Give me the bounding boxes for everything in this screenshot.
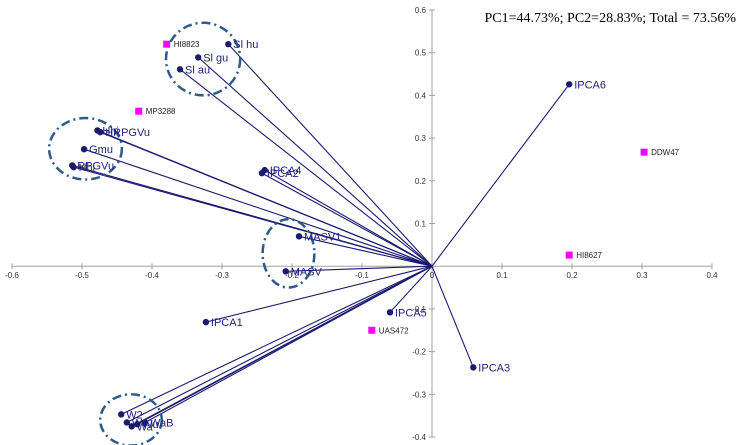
sample-point bbox=[163, 40, 171, 48]
x-tick-label: -0.2 bbox=[285, 271, 299, 280]
variable-label: HRPGVu bbox=[105, 127, 150, 139]
y-tick-label: 0.4 bbox=[415, 91, 427, 100]
variable-label: MASV bbox=[291, 266, 323, 278]
variable-label: Wa bbox=[137, 421, 154, 433]
sample-label: UAS472 bbox=[379, 326, 409, 335]
cluster-ring bbox=[47, 116, 124, 181]
variable-label: IPCA1 bbox=[211, 317, 243, 329]
variable-label: IPCA2 bbox=[267, 168, 299, 180]
variable-point bbox=[282, 268, 289, 275]
x-tick-label: -0.1 bbox=[355, 271, 369, 280]
variable-label: W2 bbox=[126, 409, 143, 421]
sample-point bbox=[135, 107, 143, 115]
y-tick-label: 0.3 bbox=[415, 134, 427, 143]
vector-line bbox=[227, 43, 433, 267]
vector-line bbox=[144, 265, 433, 423]
variable-point bbox=[134, 420, 141, 428]
variable-point bbox=[386, 309, 394, 316]
variable-label: Sl gu bbox=[203, 52, 228, 64]
variable-point bbox=[141, 419, 149, 426]
vector-line bbox=[179, 68, 433, 267]
x-tick-label: 0.3 bbox=[636, 271, 648, 280]
vector-line bbox=[285, 265, 433, 272]
sample-label: HI8627 bbox=[576, 251, 602, 260]
x-tick-label: 0.4 bbox=[706, 271, 718, 280]
vector-line bbox=[99, 131, 433, 267]
cluster-ring bbox=[98, 393, 164, 445]
y-tick-label: 0.6 bbox=[415, 6, 427, 15]
sample-point bbox=[368, 326, 376, 334]
variable-point bbox=[118, 411, 125, 418]
variable-label: Hhi bbox=[102, 125, 119, 137]
variable-point bbox=[123, 419, 130, 426]
x-tick-label: 0 bbox=[430, 271, 435, 280]
sample-points: HI8823 MP3288 DDW47 HI8627 UAS472 bbox=[135, 40, 680, 335]
y-tick-label: 0.5 bbox=[415, 49, 427, 58]
variable-point bbox=[295, 233, 303, 240]
axes bbox=[11, 9, 713, 438]
vector-line bbox=[261, 172, 433, 267]
sample-label: HI8823 bbox=[174, 40, 200, 49]
x-tick-label: 0.2 bbox=[566, 271, 578, 280]
variable-point bbox=[470, 364, 477, 371]
y-tick-label: -0.1 bbox=[412, 305, 426, 314]
variable-point bbox=[176, 66, 184, 73]
vector-line bbox=[83, 148, 433, 267]
variable-point bbox=[202, 318, 210, 326]
tick-labels: -0.6 -0.5 -0.4 -0.3 -0.2 -0.1 0 0.1 0.2 0.3 0.4 -0.… bbox=[5, 6, 718, 442]
sample-point bbox=[640, 148, 648, 156]
variable-label: Gmu bbox=[89, 144, 113, 156]
chart-title: PC1=44.73%; PC2=28.83%; Total = 73.56% bbox=[484, 11, 736, 26]
y-tick-label: -0.3 bbox=[412, 390, 426, 399]
vector-line bbox=[431, 265, 474, 368]
variable-label: Hhi bbox=[79, 162, 96, 174]
variable-point bbox=[195, 54, 202, 61]
cluster-ring bbox=[261, 217, 316, 289]
variable-label: WaB bbox=[150, 417, 173, 429]
variable-label: IPCA6 bbox=[574, 79, 606, 91]
variable-label: IPCA4 bbox=[270, 165, 302, 177]
vector-line bbox=[389, 265, 433, 313]
y-tick-label: 0.2 bbox=[415, 177, 427, 186]
x-tick-label: -0.3 bbox=[215, 271, 229, 280]
vector-line bbox=[120, 265, 433, 415]
variable-label: Sl hu bbox=[233, 39, 258, 51]
x-tick-label: -0.4 bbox=[145, 271, 159, 280]
cluster-ring bbox=[164, 21, 242, 97]
variable-point bbox=[97, 128, 104, 136]
variable-label: IPCA3 bbox=[478, 362, 510, 374]
variable-label: MASV1 bbox=[304, 231, 341, 243]
y-tick-label: -0.4 bbox=[412, 433, 426, 442]
sample-point bbox=[565, 251, 573, 259]
vector-lines bbox=[72, 43, 570, 427]
variable-point bbox=[70, 163, 77, 171]
variable-point bbox=[225, 40, 232, 48]
variable-label: Sl au bbox=[185, 64, 210, 76]
y-tick-label: -0.2 bbox=[412, 348, 426, 357]
variable-point bbox=[566, 81, 573, 88]
vector-line bbox=[126, 265, 433, 423]
x-tick-label: -0.5 bbox=[75, 271, 89, 280]
vector-line bbox=[205, 265, 433, 323]
sample-label: MP3288 bbox=[146, 107, 176, 116]
vector-line bbox=[431, 83, 570, 267]
sample-label: DDW47 bbox=[651, 148, 680, 157]
vector-line bbox=[264, 169, 433, 267]
vector-line bbox=[73, 166, 433, 267]
variable-label: IPCA5 bbox=[395, 307, 427, 319]
variable-label: RPGVu bbox=[77, 160, 114, 172]
y-tick-label: 0.1 bbox=[415, 220, 427, 229]
vector-line bbox=[197, 56, 433, 267]
variable-point bbox=[128, 423, 135, 430]
x-tick-label: -0.6 bbox=[5, 271, 19, 280]
cluster-rings bbox=[47, 21, 316, 445]
vector-line bbox=[298, 235, 433, 267]
variable-point bbox=[258, 169, 266, 177]
x-tick-label: 0.1 bbox=[496, 271, 508, 280]
variable-point bbox=[80, 146, 88, 153]
